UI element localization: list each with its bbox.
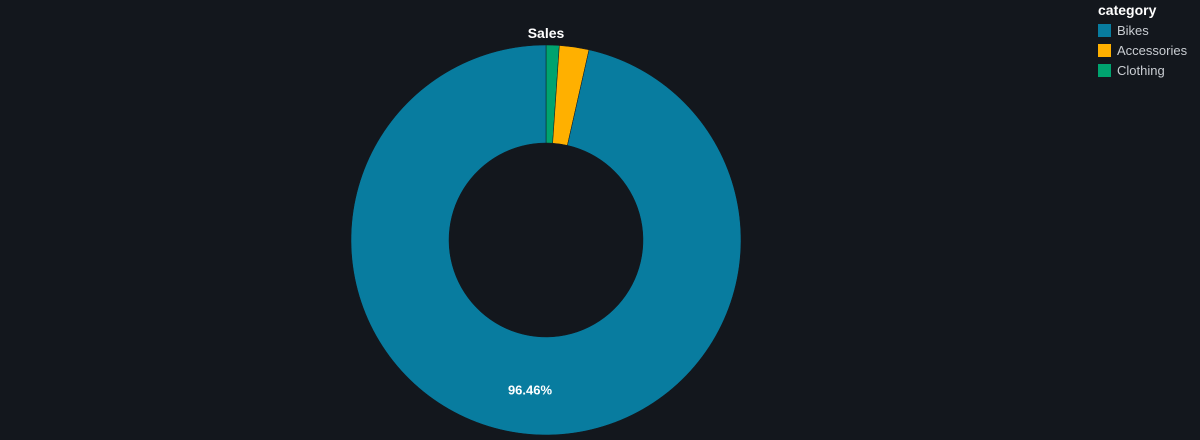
donut-slices (350, 44, 742, 436)
legend-item-accessories[interactable]: Accessories (1098, 40, 1198, 60)
legend: category Bikes Accessories Clothing (1098, 1, 1198, 80)
legend-item-bikes[interactable]: Bikes (1098, 20, 1198, 40)
legend-item-clothing[interactable]: Clothing (1098, 60, 1198, 80)
chart-title: Sales (528, 25, 565, 41)
legend-swatch-bikes (1098, 23, 1111, 37)
legend-swatch-clothing (1098, 63, 1111, 77)
legend-title: category (1098, 2, 1157, 18)
legend-label-clothing: Clothing (1117, 62, 1165, 78)
slice-labels: 96.46% (508, 382, 553, 397)
legend-label-bikes: Bikes (1117, 22, 1149, 38)
legend-label-accessories: Accessories (1117, 42, 1188, 58)
slice-bikes[interactable] (350, 44, 742, 436)
legend-swatch-accessories (1098, 43, 1111, 57)
slice-label-bikes: 96.46% (508, 382, 553, 397)
